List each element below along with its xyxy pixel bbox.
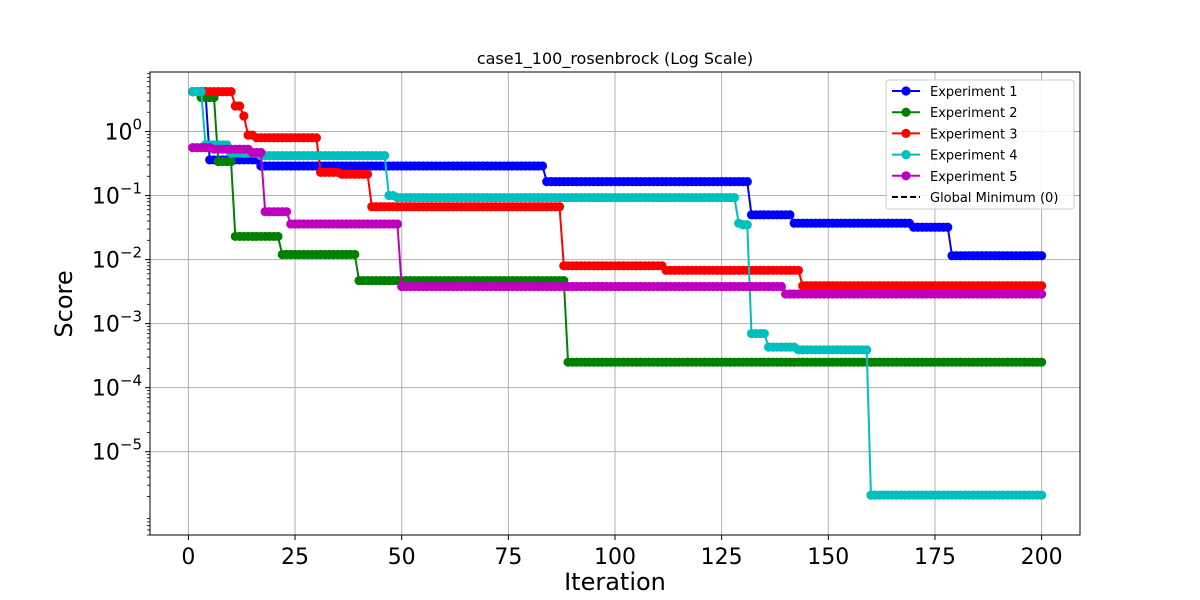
data-point [350,249,360,260]
data-point [776,281,786,292]
legend-label: Experiment 1 [930,85,1018,100]
legend-marker [901,107,911,117]
data-point [785,210,795,220]
data-point [239,111,249,121]
y-tick-label: 10−4 [92,372,142,402]
legend-item: Experiment 5 [892,170,1018,185]
x-tick-label: 25 [281,545,309,570]
data-point [196,87,206,97]
data-point [380,151,390,161]
data-point [729,192,740,203]
legend-item: Experiment 3 [892,127,1018,142]
data-point [1037,490,1047,500]
legend-label: Global Minimum (0) [930,191,1058,206]
data-point [273,231,283,242]
data-point [226,156,236,167]
y-axis: 10−5 10−4 10−3 10−2 10−1 100 [92,73,150,536]
data-point [742,177,752,187]
x-tick-label: 100 [594,545,636,570]
legend-marker [901,128,911,138]
data-point [759,328,769,339]
legend-label: Experiment 5 [930,170,1018,185]
legend-marker [901,150,911,160]
data-point [1037,281,1047,291]
x-tick-label: 150 [807,545,849,570]
legend-marker [901,86,911,96]
legend-box [885,79,1075,210]
x-tick-label: 200 [1021,545,1063,570]
data-point [226,87,236,97]
x-axis: 0 25 50 75 100 125 150 175 200 [181,535,1063,570]
data-point [1037,357,1047,367]
legend-item: Experiment 1 [892,85,1018,100]
x-tick-label: 0 [181,545,195,570]
x-tick-label: 50 [388,545,416,570]
data-point [793,265,804,275]
data-point [281,207,292,217]
data-point [1037,251,1047,261]
y-tick-label: 10−5 [92,436,142,466]
data-point [537,161,548,171]
x-axis-label: Iteration [564,568,666,596]
y-tick-label: 10−1 [92,180,142,210]
legend-marker [901,171,911,181]
y-tick-label: 100 [104,116,142,146]
series-5 [188,143,1047,299]
data-point [554,202,565,212]
data-point [742,220,752,230]
legend-item: Experiment 2 [892,106,1018,121]
y-tick-label: 10−3 [92,308,142,338]
data-point [392,219,403,229]
data-point [862,345,872,355]
chart-title: case1_100_rosenbrock (Log Scale) [477,49,753,69]
x-tick-label: 175 [914,545,956,570]
series-4 [188,87,1047,500]
x-tick-label: 125 [701,545,743,570]
legend-label: Experiment 3 [930,127,1018,142]
data-point [362,169,373,179]
legend-label: Experiment 4 [930,149,1018,164]
data-point [234,101,245,111]
y-tick-label: 10−2 [92,244,142,274]
data-point [256,147,266,158]
series-3 [188,87,1047,291]
series-layer [188,87,1047,500]
legend-item: Experiment 4 [892,149,1018,164]
legend-item: Global Minimum (0) [892,191,1058,206]
data-point [943,222,953,232]
legend-label: Experiment 2 [930,106,1018,121]
legend: Experiment 1 Experiment 2 Experiment 3 Expe… [885,79,1075,210]
y-axis-label: Score [50,270,78,337]
x-tick-label: 75 [494,545,522,570]
data-point [311,133,321,143]
data-point [1037,289,1047,299]
